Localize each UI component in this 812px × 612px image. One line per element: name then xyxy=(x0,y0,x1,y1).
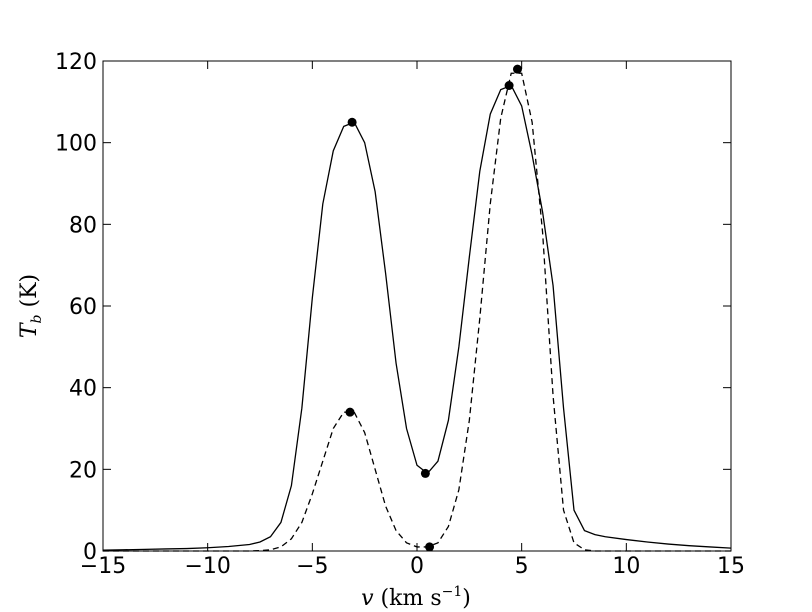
x-label-close: ) xyxy=(462,586,471,611)
peak-marker xyxy=(512,64,522,74)
x-tick-label: 15 xyxy=(717,554,745,579)
x-tick-label: 0 xyxy=(410,554,424,579)
y-tick-label: 80 xyxy=(69,213,97,238)
y-label-sub: b xyxy=(29,314,45,323)
x-tick-label: 10 xyxy=(612,554,640,579)
x-tick-label: −5 xyxy=(296,554,328,579)
y-tick-label: 100 xyxy=(55,132,97,157)
peak-marker xyxy=(504,81,514,90)
peak-marker xyxy=(345,407,355,417)
y-label-var: T xyxy=(17,321,42,338)
x-label-unit: (km s xyxy=(374,586,442,611)
peak-marker xyxy=(347,117,357,127)
y-label-unit: (K) xyxy=(17,274,42,315)
y-tick-label: 120 xyxy=(55,50,97,75)
peak-marker xyxy=(425,542,435,552)
y-tick-label: 40 xyxy=(69,377,97,402)
x-label-exp: −1 xyxy=(442,584,463,600)
y-tick-label: 20 xyxy=(69,458,97,483)
plot-frame xyxy=(102,60,732,552)
peak-marker xyxy=(420,468,430,478)
line xyxy=(103,72,731,552)
line xyxy=(102,84,732,551)
x-tick-label: 5 xyxy=(515,554,529,579)
y-axis-label: Tb (K) xyxy=(17,274,45,338)
x-label-var: v xyxy=(361,586,374,611)
y-tick-label: 60 xyxy=(69,295,97,320)
x-tick-label: −15 xyxy=(80,554,126,579)
x-axis-label: v (km s−1) xyxy=(361,584,471,611)
x-tick-label: −10 xyxy=(184,554,230,579)
y-tick-label: 0 xyxy=(83,540,97,565)
